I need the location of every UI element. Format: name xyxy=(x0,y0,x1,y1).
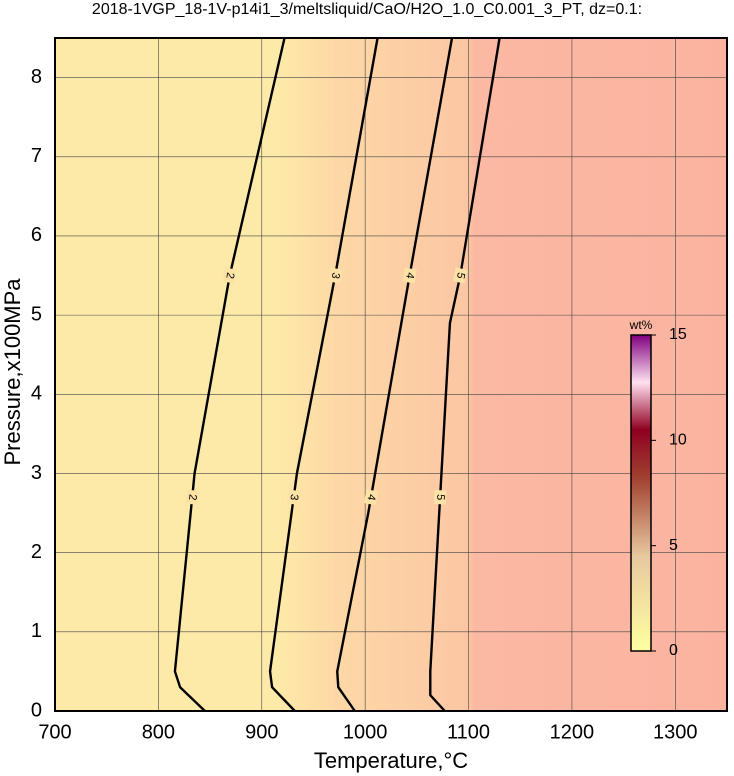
contour-label-bg xyxy=(363,489,379,506)
contour-label-bg xyxy=(452,267,468,284)
y-tick-label: 8 xyxy=(31,66,42,88)
plot-background xyxy=(55,38,727,711)
x-tick-label: 800 xyxy=(142,721,175,743)
y-tick-label: 1 xyxy=(31,620,42,642)
y-tick-label: 0 xyxy=(31,699,42,721)
contour-label-group: 2 xyxy=(222,267,237,284)
contour-label: 2 xyxy=(186,494,199,501)
contour-label-bg xyxy=(286,489,301,505)
contour-label-group: 5 xyxy=(433,489,447,505)
colorbar-label: wt% xyxy=(629,318,653,332)
colorbar-tick-label: 15 xyxy=(669,326,687,343)
contour-label: 5 xyxy=(434,494,446,501)
chart-title: 2018-1VGP_18-1V-p14i1_3/meltsliquid/CaO/… xyxy=(92,1,642,18)
colorbar-tick-label: 10 xyxy=(669,432,687,449)
x-tick-label: 1100 xyxy=(447,721,490,743)
contour-label: 3 xyxy=(329,271,342,279)
y-tick-label: 6 xyxy=(31,224,42,246)
x-tick-label: 900 xyxy=(245,721,278,743)
contour-label-bg xyxy=(185,489,199,505)
y-tick-label: 5 xyxy=(31,303,42,325)
contour-line xyxy=(268,37,379,712)
colorbar-tick-label: 0 xyxy=(669,642,678,659)
contour-line xyxy=(173,37,286,712)
contour-label: 3 xyxy=(287,493,300,501)
x-axis-label: Temperature,°C xyxy=(314,748,468,773)
y-tick-label: 2 xyxy=(31,541,42,563)
contour-label: 4 xyxy=(403,271,416,279)
contour-label-bg xyxy=(402,267,417,284)
y-tick-label: 4 xyxy=(31,383,42,405)
contour-label-group: 2 xyxy=(185,489,199,505)
x-tick-label: 1200 xyxy=(550,721,595,743)
contour-label: 4 xyxy=(365,493,378,501)
x-tick-label: 700 xyxy=(38,721,71,743)
contour-label-group: 5 xyxy=(452,267,468,284)
contour-label-bg xyxy=(433,489,447,505)
plot-frame xyxy=(54,37,728,712)
contour-line xyxy=(336,37,454,712)
colorbar-tick-label: 5 xyxy=(669,537,678,554)
contour-label-group: 3 xyxy=(327,267,343,284)
contour-label: 5 xyxy=(454,271,467,280)
contour-label-bg xyxy=(222,267,237,284)
contour-label: 2 xyxy=(223,271,236,279)
contour-label-bg xyxy=(327,267,343,284)
x-tick-label: 1000 xyxy=(343,721,388,743)
y-tick-label: 7 xyxy=(31,145,42,167)
contour-label-group: 4 xyxy=(363,489,379,506)
y-axis-label: Pressure,x100MPa xyxy=(0,278,25,466)
contour-label-group: 4 xyxy=(402,267,417,284)
contour-label-group: 3 xyxy=(286,489,301,505)
y-tick-label: 3 xyxy=(31,462,42,484)
x-tick-label: 1300 xyxy=(653,721,698,743)
colorbar xyxy=(630,334,652,652)
